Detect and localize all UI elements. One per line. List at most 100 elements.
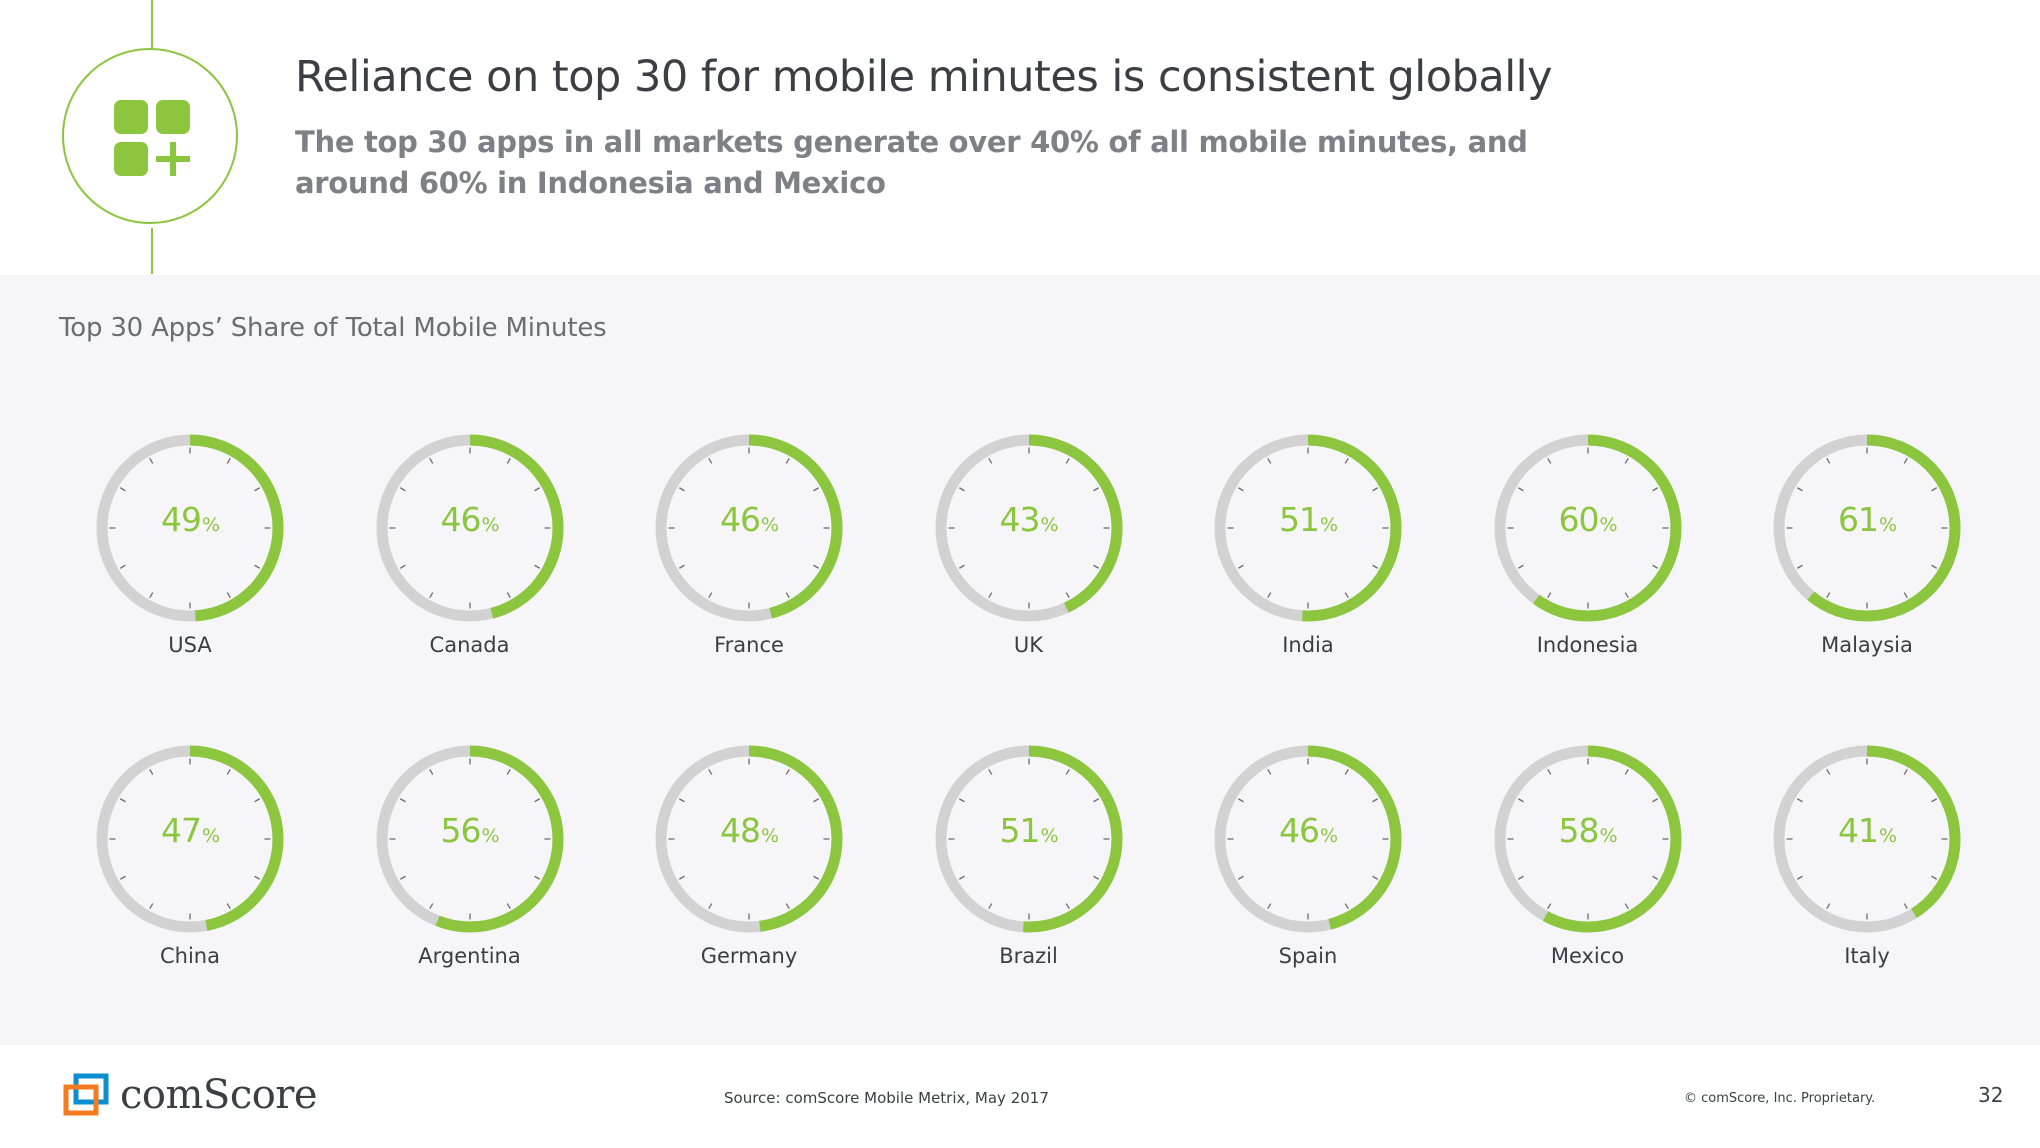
- gauge-tick: [1931, 564, 1938, 569]
- gauge-ring-china: [96, 745, 284, 933]
- gauge-ring-italy: [1773, 745, 1961, 933]
- gauge-tick: [1237, 875, 1244, 880]
- gauge-value-arc: [1494, 434, 1681, 622]
- gauge-tick: [958, 875, 965, 880]
- gauge-tick: [1344, 768, 1349, 775]
- gauge-value-number: 51: [1278, 500, 1320, 539]
- gauge-tick: [1517, 487, 1524, 492]
- gauge-tick: [1092, 564, 1099, 569]
- gauge-tick: [785, 903, 790, 910]
- gauge-tick: [678, 564, 685, 569]
- gauge-country-label: UK: [1013, 633, 1044, 657]
- gauge-value-label: 48%: [629, 811, 869, 850]
- gauge-tick: [1624, 768, 1629, 775]
- gauge-tick: [1903, 457, 1908, 464]
- gauge-value-number: 56: [440, 811, 481, 850]
- gauge-tick: [1931, 487, 1938, 492]
- gauge-tick: [428, 592, 433, 599]
- copyright-note: © comScore, Inc. Proprietary.: [1684, 1091, 1876, 1106]
- gauge-tick: [149, 592, 154, 599]
- gauge-value-label: 47%: [70, 811, 310, 850]
- gauge-value-label: 51%: [1188, 500, 1428, 539]
- gauge-tick: [958, 487, 965, 492]
- source-note: Source: comScore Mobile Metrix, May 2017: [724, 1089, 1049, 1107]
- gauge-value-unit: %: [1040, 825, 1058, 847]
- gauge-tick: [399, 487, 406, 492]
- gauge-tick: [1651, 875, 1658, 880]
- gauge-tick: [678, 798, 685, 803]
- gauge-country-label: Argentina: [418, 944, 521, 968]
- gauge-ring-germany: [655, 745, 843, 933]
- gauge-value-label: 46%: [350, 500, 590, 539]
- gauge-value-number: 49: [160, 500, 202, 539]
- gauge-country-label: Spain: [1278, 944, 1338, 968]
- gauge-tick: [1372, 564, 1379, 569]
- gauge-tick: [1267, 768, 1272, 775]
- chart-panel: [0, 275, 2040, 1045]
- gauge-tick: [1903, 592, 1908, 599]
- gauge-tick: [1372, 487, 1379, 492]
- gauge-tick: [1065, 457, 1070, 464]
- gauge-country-label: Indonesia: [1536, 633, 1639, 657]
- gauge-value-label: 58%: [1468, 811, 1708, 850]
- icon-connector-line-top: [151, 0, 153, 48]
- gauge-ring-canada: [376, 434, 563, 622]
- gauge-tick: [226, 592, 231, 599]
- gauge-value-number: 46: [440, 500, 481, 539]
- gauge-tick: [1237, 487, 1244, 492]
- gauge-ring-usa: [96, 434, 284, 622]
- gauge-tick: [1931, 875, 1938, 880]
- gauge-tick: [1546, 903, 1551, 910]
- gauge-tick: [785, 457, 790, 464]
- gauge-tick: [1624, 903, 1629, 910]
- page-title: Reliance on top 30 for mobile minutes is…: [295, 52, 1553, 102]
- gauge-ring-malaysia: [1773, 434, 1961, 622]
- gauge-tick: [708, 592, 713, 599]
- gauge-value-unit: %: [481, 825, 499, 847]
- page-number: 32: [1978, 1083, 2004, 1107]
- gauge-value-arc: [655, 745, 843, 933]
- gauge-tick: [1065, 903, 1070, 910]
- gauge-country-label: Canada: [429, 633, 510, 657]
- gauge-value-arc: [376, 745, 563, 933]
- gauge-country-label: USA: [168, 633, 212, 657]
- gauge-tick: [987, 457, 992, 464]
- gauge-value-unit: %: [1319, 825, 1338, 847]
- gauge-tick: [1826, 457, 1831, 464]
- gauge-tick: [813, 875, 820, 880]
- gauge-value-number: 60: [1558, 500, 1599, 539]
- gauge-tick: [254, 487, 261, 492]
- gauge-tick: [1517, 564, 1524, 569]
- gauge-tick: [1796, 798, 1803, 803]
- gauge-tick: [987, 592, 992, 599]
- gauge-tick: [1796, 875, 1803, 880]
- gauge-value-unit: %: [1599, 514, 1617, 536]
- gauge-value-unit: %: [760, 514, 779, 536]
- gauge-tick: [1344, 457, 1349, 464]
- gauge-tick: [1931, 798, 1938, 803]
- gauge-value-unit: %: [1878, 825, 1897, 847]
- gauge-tick: [506, 768, 511, 775]
- gauge-tick: [1546, 768, 1551, 775]
- gauge-tick: [1237, 798, 1244, 803]
- gauge-tick: [708, 768, 713, 775]
- gauge-value-number: 48: [719, 811, 761, 850]
- gauge-value-label: 41%: [1747, 811, 1987, 850]
- gauge-tick: [987, 768, 992, 775]
- gauge-value-arc: [1773, 745, 1961, 933]
- gauge-country-label: Mexico: [1550, 944, 1625, 968]
- gauge-ring-india: [1214, 434, 1402, 622]
- apps-add-icon-badge: [62, 48, 238, 224]
- gauge-tick: [1092, 798, 1099, 803]
- gauge-ring-indonesia: [1494, 434, 1681, 622]
- gauge-tick: [226, 457, 231, 464]
- gauge-tick: [533, 798, 540, 803]
- gauge-tick: [506, 592, 511, 599]
- gauge-country-label: France: [714, 633, 784, 657]
- gauge-country-label: Brazil: [999, 944, 1058, 968]
- gauge-tick: [1344, 903, 1349, 910]
- icon-connector-line-bottom: [151, 228, 153, 274]
- gauge-tick: [785, 768, 790, 775]
- gauge-value-number: 41: [1837, 811, 1879, 850]
- gauge-tick: [678, 487, 685, 492]
